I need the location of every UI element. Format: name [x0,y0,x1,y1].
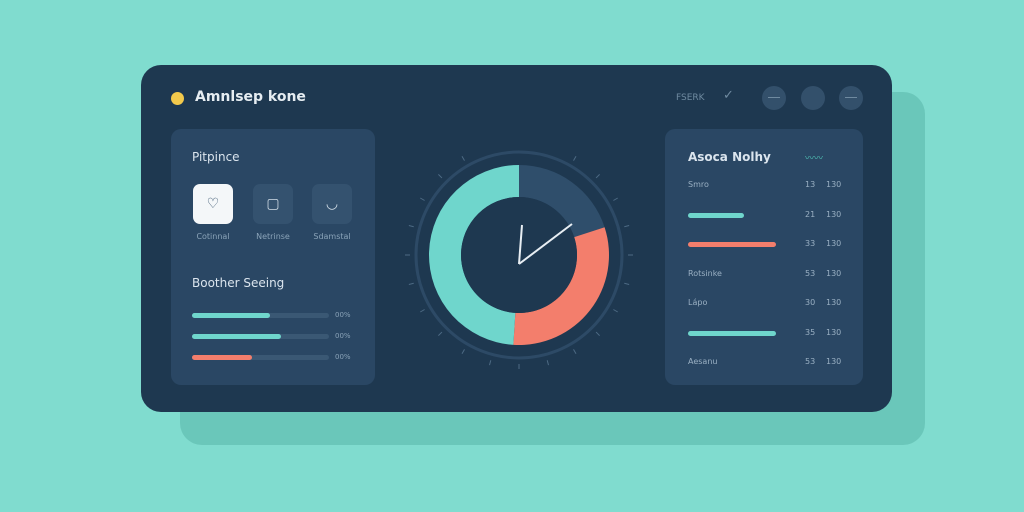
progress-label: 00% [335,311,351,319]
dial-tick [461,156,465,161]
progress-bar [192,355,329,360]
circle-button-2[interactable] [801,86,825,110]
row-number: 33 [805,239,816,248]
row-bar [688,212,744,218]
list-item[interactable]: 21 130 [688,210,848,222]
dial-tick [408,225,414,228]
app-title: Amnlsep kone [195,89,306,105]
hour-hand [518,224,523,265]
donut-dial [405,150,633,369]
dial-tick [573,349,577,354]
row-number: 21 [805,209,816,219]
dial-tick [408,282,414,285]
list-item[interactable]: Lápo 30 130 [688,298,848,310]
left-panel-title: Pitpince [192,150,240,164]
dial-tick [595,174,600,179]
row-bar [688,242,776,247]
device-icon: ▢ [266,196,280,212]
dial-tick [461,349,465,354]
row-label: Smro [688,180,709,189]
left-panel: Pitpince ♡ ▢ ◡ Cotinnal Netrinse Sdamsta… [171,129,375,385]
row-value: 130 [826,180,842,189]
circle-button-3[interactable] [839,86,863,110]
dial-tick [624,282,630,285]
status-dot-icon [171,92,184,105]
section-title: Boother Seeing [192,276,285,290]
outer-ring [414,150,624,360]
list-item[interactable]: Aesanu 53 130 [688,357,848,369]
row-number: 30 [805,298,816,307]
dial-tick [489,360,492,366]
list-item[interactable]: 35 130 [688,328,848,340]
row-number: 13 [805,180,816,189]
donut-segment [519,165,605,238]
right-panel: Asoca Nolhy 〰〰 Smro 13 130 21 130 33 130 Rotsin… [665,129,863,385]
tile-heart[interactable]: ♡ [193,184,233,224]
row-value: 130 [826,209,842,219]
tile-device[interactable]: ▢ [253,184,293,224]
right-panel-title: Asoca Nolhy [688,150,771,164]
row-label: Rotsinke [688,268,722,278]
dial-tick [438,331,443,336]
dial-tick [438,174,443,179]
progress-bar [192,313,329,318]
circle-button-1[interactable] [762,86,786,110]
row-value: 130 [826,239,842,248]
tile-label: Netrinse [256,232,290,241]
donut-segment [513,227,609,345]
tile-label: Sdamstal [313,232,351,241]
donut-segment [429,165,519,345]
list-item[interactable]: Smro 13 130 [688,180,848,192]
row-bar [688,330,776,336]
heart-outline-icon: ♡ [206,196,220,212]
list-item[interactable]: 33 130 [688,239,848,251]
progress-fill [192,355,253,360]
sparkline-icon: 〰〰 [805,154,824,164]
row-number: 53 [805,357,816,366]
row-number: 53 [805,268,816,278]
row-value: 130 [826,357,842,366]
row-value: 130 [826,327,842,337]
list-item[interactable]: Rotsinke 53 130 [688,269,848,281]
row-value: 130 [826,298,842,307]
dial-tick [613,309,618,313]
progress-bar [192,334,329,339]
row-label: Aesanu [688,357,718,366]
header-status: FSERK [676,93,705,103]
progress-fill [192,313,271,318]
check-icon[interactable]: ✓ [723,88,734,103]
dial-tick [595,331,600,336]
progress-label: 00% [335,353,351,361]
tile-wave[interactable]: ◡ [312,184,352,224]
dial-tick [420,197,425,201]
minute-hand [518,223,573,265]
row-value: 130 [826,268,842,278]
dial-tick [573,156,577,161]
progress-label: 00% [335,332,351,340]
dial-tick [420,309,425,313]
row-number: 35 [805,327,816,337]
dial-tick [546,360,549,366]
dial-tick [613,197,618,201]
row-label: Lápo [688,298,708,307]
dial-tick [624,225,630,228]
dashboard-card: Amnlsep kone FSERK ✓ Pitpince ♡ ▢ ◡ Coti… [141,65,892,412]
wave-icon: ◡ [325,196,339,212]
tile-label: Cotinnal [196,232,230,241]
progress-fill [192,334,282,339]
